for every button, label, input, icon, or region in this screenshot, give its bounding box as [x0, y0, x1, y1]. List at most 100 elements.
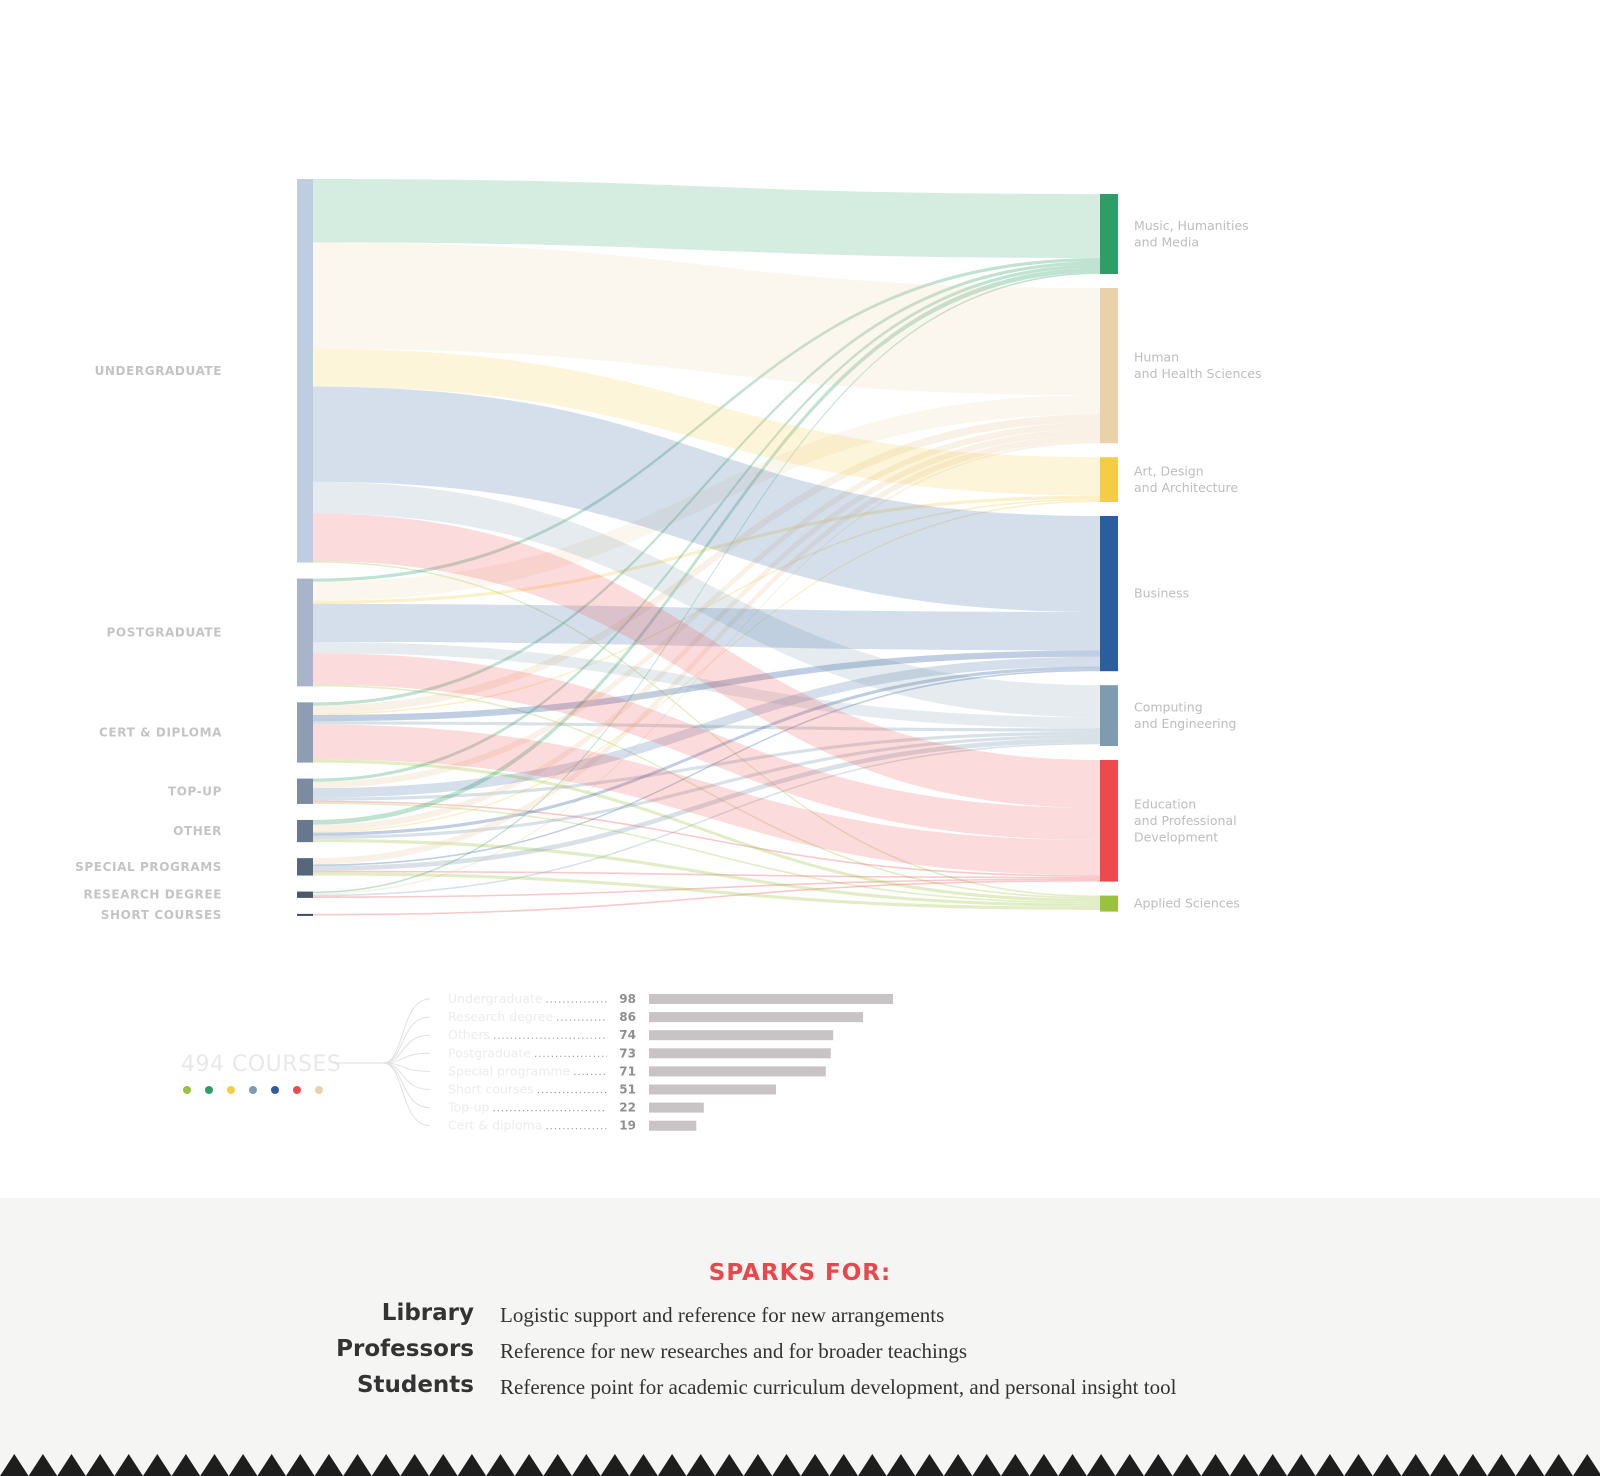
source-label: TOP-UP — [168, 784, 222, 798]
sankey-link — [313, 666, 1100, 836]
category-bar — [649, 994, 893, 1004]
sankey-link — [313, 386, 1100, 612]
source-node — [297, 913, 313, 916]
legend-dot — [293, 1086, 301, 1094]
target-label: Computing and Engineering — [1134, 699, 1237, 731]
sankey-link — [313, 800, 1100, 877]
target-label: Human and Health Sciences — [1134, 349, 1261, 381]
category-label: Cert & diploma — [448, 1118, 542, 1133]
target-node — [1100, 760, 1118, 882]
sankey-link — [313, 560, 1100, 898]
source-label: CERT & DIPLOMA — [99, 725, 222, 739]
sankey-link — [313, 731, 1100, 801]
source-label: SHORT COURSES — [101, 908, 222, 922]
category-label: Short courses — [448, 1082, 534, 1097]
sankey-link — [313, 669, 1100, 867]
category-bar — [649, 1102, 704, 1113]
fan-connector — [382, 1034, 431, 1064]
source-node — [297, 858, 313, 876]
course-count-summary: 494 COURSES Undergraduate 98 Research degre… — [181, 991, 893, 1133]
target-label: Applied Sciences — [1134, 896, 1240, 911]
sankey-link — [313, 870, 1100, 879]
sankey-link — [313, 481, 1100, 718]
category-label: Special programme — [448, 1063, 571, 1078]
sankey-link — [313, 500, 1100, 833]
target-node — [1100, 516, 1118, 672]
sankey-link — [313, 880, 1100, 916]
sparks-title: SPARKS FOR: — [708, 1260, 892, 1286]
target-nodes: Music, Humanities and Media Human and Healt… — [1100, 194, 1261, 912]
category-bar — [649, 1120, 697, 1131]
source-nodes: UNDERGRADUATE POSTGRADUATE CERT & DIPLOMA T… — [75, 179, 313, 922]
sankey-link — [313, 513, 1100, 808]
sankey-chart: UNDERGRADUATE POSTGRADUATE CERT & DIPLOMA T… — [75, 179, 1261, 1133]
target-label: Music, Humanities and Media — [1134, 218, 1249, 250]
sankey-link — [313, 742, 1100, 897]
sankey-link — [313, 738, 1100, 871]
legend-dot — [227, 1086, 235, 1094]
category-label: Research degree — [448, 1009, 553, 1024]
source-node — [297, 179, 313, 563]
sankey-link — [313, 348, 1100, 496]
spark-row-students: Students Reference point for academic cu… — [0, 1372, 1600, 1406]
source-node — [297, 778, 313, 804]
sankey-links — [313, 179, 1100, 916]
sankey-link — [313, 435, 1100, 865]
sankey-link — [313, 267, 1100, 825]
source-node — [297, 891, 313, 898]
legend-dot — [271, 1086, 279, 1094]
sankey-link — [313, 641, 1100, 729]
spark-who: Students — [356, 1372, 474, 1398]
category-label: Others — [448, 1027, 490, 1042]
category-value: 86 — [619, 1010, 636, 1024]
category-label: Top-up — [447, 1100, 490, 1115]
source-label: SPECIAL PROGRAMS — [75, 860, 222, 874]
sankey-link — [313, 495, 1100, 604]
spark-row-professors: Professors Reference for new researches … — [0, 1336, 1600, 1370]
sankey-link — [313, 498, 1100, 716]
source-label: UNDERGRADUATE — [95, 364, 222, 378]
category-value: 73 — [619, 1046, 636, 1060]
category-label: Postgraduate — [448, 1045, 531, 1060]
target-node — [1100, 895, 1118, 912]
sankey-link — [313, 179, 1100, 258]
sankey-link — [313, 261, 1100, 706]
spark-what: Reference for new researches and for bro… — [500, 1339, 967, 1363]
category-bar — [649, 1030, 834, 1041]
source-node — [297, 819, 313, 843]
spark-what: Reference point for academic curriculum … — [500, 1375, 1177, 1399]
category-bar — [649, 1012, 864, 1023]
target-label: Art, Design and Architecture — [1134, 463, 1238, 495]
category-bar — [649, 1048, 831, 1059]
category-bar — [649, 1084, 776, 1095]
sankey-link — [313, 258, 1100, 582]
zigzag-border — [0, 1454, 1600, 1476]
target-node — [1100, 457, 1118, 502]
fan-connector — [382, 1062, 431, 1090]
fan-connector — [382, 1062, 431, 1127]
source-label: POSTGRADUATE — [107, 625, 222, 639]
source-label: OTHER — [173, 824, 222, 838]
spark-who: Library — [381, 1300, 474, 1326]
category-value: 74 — [619, 1028, 636, 1042]
zigzag-teeth — [0, 1454, 1600, 1476]
target-label: Business — [1134, 586, 1189, 601]
spark-what: Logistic support and reference for new a… — [500, 1303, 945, 1327]
sankey-link — [313, 721, 1100, 732]
sankey-link — [313, 422, 1100, 789]
sankey-link — [313, 414, 1100, 714]
category-value: 98 — [619, 992, 636, 1006]
sankey-link — [313, 242, 1100, 396]
sankey-link — [313, 428, 1100, 832]
sankey-link — [313, 802, 1100, 904]
sankey-link — [313, 838, 1100, 907]
legend-dot — [315, 1086, 323, 1094]
target-node — [1100, 194, 1118, 274]
sparks-section: SPARKS FOR: Library Logistic support and… — [0, 1198, 1600, 1476]
category-value: 19 — [619, 1119, 636, 1133]
target-node — [1100, 685, 1118, 746]
sankey-link — [313, 264, 1100, 782]
fan-connector — [382, 998, 431, 1064]
category-value: 71 — [619, 1064, 636, 1078]
sankey-link — [313, 734, 1100, 839]
